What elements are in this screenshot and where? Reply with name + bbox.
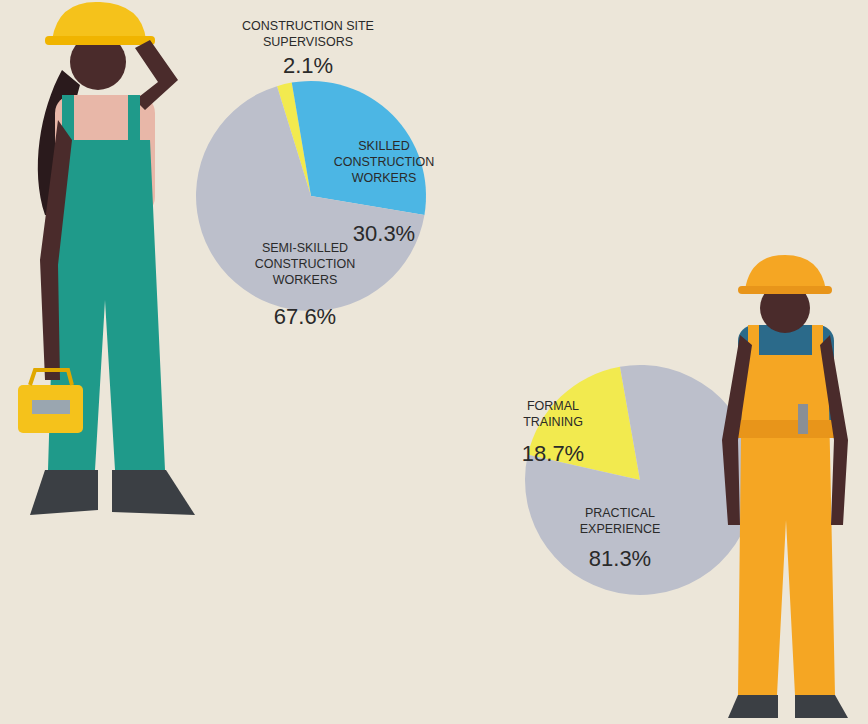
boot <box>30 470 98 515</box>
pie-slice <box>196 86 424 311</box>
slice-value: 81.3% <box>589 546 651 571</box>
boot <box>795 695 848 718</box>
label-line: CONSTRUCTION SITE <box>242 19 374 33</box>
label-line: PRACTICAL <box>585 506 655 520</box>
slice-label: PRACTICAL EXPERIENCE <box>580 506 661 536</box>
slice-label: SEMI-SKILLED CONSTRUCTION WORKERS <box>255 241 356 287</box>
slice-label: CONSTRUCTION SITE SUPERVISORS <box>242 19 374 49</box>
boot <box>112 470 195 515</box>
slice-value: 30.3% <box>353 221 415 246</box>
labels: CONSTRUCTION SITE SUPERVISORS 2.1% SKILLED C… <box>242 19 660 571</box>
label-line: TRAINING <box>523 415 583 429</box>
pie-slice <box>525 365 755 595</box>
strap <box>812 325 823 360</box>
label-line: FORMAL <box>527 399 579 413</box>
illustrations <box>18 2 848 718</box>
toolbox <box>18 385 83 433</box>
label-line: SKILLED <box>358 139 409 153</box>
slice-label: FORMAL TRAINING <box>523 399 583 429</box>
toolbox-latch <box>32 400 70 414</box>
slice-value: 67.6% <box>274 304 336 329</box>
label-line: EXPERIENCE <box>580 522 661 536</box>
slice-value: 2.1% <box>283 53 333 78</box>
label-line: SEMI-SKILLED <box>262 241 348 255</box>
overalls <box>738 355 835 695</box>
toolbox-handle <box>30 370 72 385</box>
arm-raised <box>135 40 178 110</box>
label-line: WORKERS <box>273 273 338 287</box>
label-line: WORKERS <box>352 171 417 185</box>
label-line: SUPERVISORS <box>263 35 353 49</box>
arm <box>820 335 848 525</box>
slice-value: 18.7% <box>522 441 584 466</box>
label-line: CONSTRUCTION <box>255 257 356 271</box>
helmet <box>52 2 146 40</box>
pie <box>525 365 755 595</box>
strap <box>128 95 140 150</box>
infographic: CONSTRUCTION SITE SUPERVISORS 2.1% SKILLED C… <box>0 0 868 724</box>
helmet-brim <box>45 36 155 45</box>
helmet-brim <box>738 286 832 294</box>
helmet <box>745 255 826 290</box>
tool-belt <box>738 420 835 438</box>
boot <box>728 695 778 718</box>
marks <box>196 81 755 595</box>
arm <box>40 120 72 380</box>
slice-label: SKILLED CONSTRUCTION WORKERS <box>334 139 435 185</box>
arm <box>722 335 752 525</box>
background <box>0 0 868 724</box>
hammer <box>798 404 808 434</box>
label-line: CONSTRUCTION <box>334 155 435 169</box>
pie-slice <box>292 81 426 215</box>
pie <box>196 81 426 311</box>
